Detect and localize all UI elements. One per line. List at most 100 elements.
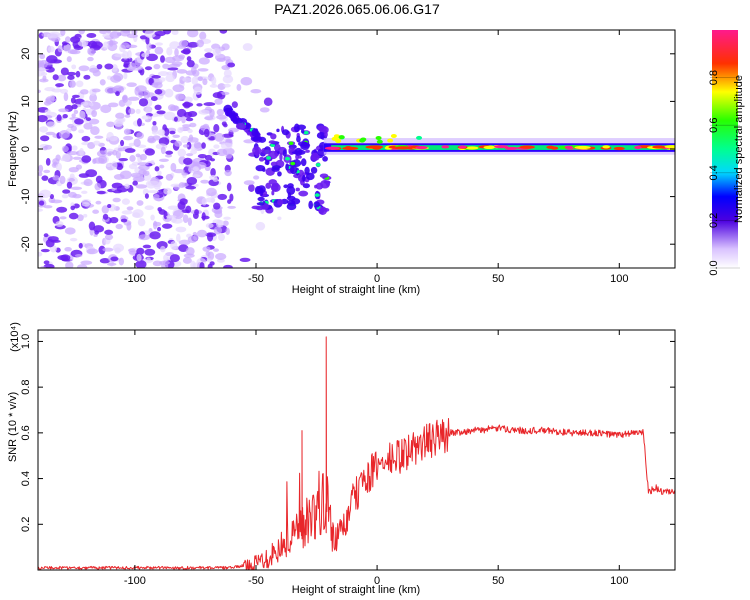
spectrogram-cell	[217, 220, 225, 228]
spectrogram-cell	[194, 209, 199, 216]
spectrogram-cell	[220, 91, 230, 96]
spectrogram-cell	[38, 200, 45, 206]
spectrogram-cell	[204, 52, 214, 59]
spectrogram-cell	[67, 49, 78, 55]
spectrogram-cell	[177, 201, 186, 210]
spectrogram-cell	[201, 142, 206, 149]
spectrogram-cell	[277, 198, 284, 206]
spectrogram-cell	[118, 157, 129, 162]
spectrogram-cell	[132, 180, 138, 186]
snr-frame	[37, 329, 676, 571]
spectrogram-cell	[173, 116, 178, 122]
spectrogram-cell	[70, 186, 83, 190]
spectrogram-region	[38, 30, 282, 268]
spectrogram-cell	[83, 178, 93, 187]
spectrogram-cell	[154, 46, 164, 55]
spectrogram-cell	[157, 170, 162, 176]
spectrogram-cell	[181, 172, 188, 176]
spectrogram-cell	[55, 83, 64, 88]
spectrogram-cell	[223, 56, 231, 61]
spectrogram-cell	[77, 264, 88, 268]
spectrogram-cell	[120, 139, 125, 147]
spectrogram-cell	[135, 260, 147, 268]
spectrogram-cell	[219, 30, 228, 34]
spectrogram-cell	[83, 74, 91, 80]
spectrogram-cell	[504, 146, 519, 151]
spectrogram-cell	[120, 42, 130, 50]
spectrogram-cell	[89, 102, 94, 107]
spectrogram-cell	[99, 79, 106, 86]
spectrogram-cell	[46, 121, 56, 128]
spectrogram-cell	[71, 64, 77, 70]
spectrogram-cell	[166, 214, 177, 219]
spectrogram-cell	[40, 248, 50, 253]
spectrogram-cell	[207, 232, 214, 242]
spectrogram-cell	[153, 221, 162, 227]
spectrogram-cell	[112, 149, 118, 156]
spectrogram-cell	[38, 164, 44, 173]
spectrogram-cell	[83, 122, 93, 130]
colorbar-gradient	[712, 30, 738, 268]
spectrogram-cell	[64, 227, 76, 235]
spectrogram-cell	[83, 213, 88, 218]
colorbar-tick-label: 0.0	[708, 260, 720, 275]
spectrogram-cell	[285, 163, 289, 171]
spectrogram-cell	[171, 30, 179, 36]
spectrogram-cell	[126, 222, 132, 231]
spectrogram-cell	[136, 247, 145, 255]
spectrogram-cell	[85, 117, 91, 122]
spectrogram-cell	[222, 75, 234, 84]
spectrogram-cell	[127, 57, 133, 63]
snr-y-tick-label: 0.8	[20, 379, 32, 394]
spectrogram-cell	[210, 168, 216, 177]
spectrogram-cell	[94, 135, 104, 139]
spectrogram-cell	[342, 146, 359, 151]
spectrogram-cell	[458, 145, 467, 149]
spectrogram-cell	[110, 75, 122, 83]
spectrogram-cell	[652, 145, 666, 149]
spectrogram-cell	[185, 247, 195, 256]
spectrogram-cell	[223, 216, 231, 220]
spectrogram-cell	[167, 67, 179, 71]
snr-x-tick-label: -50	[248, 575, 264, 587]
spectrogram-cell	[60, 67, 69, 76]
spectrogram-cell	[169, 130, 176, 135]
spectrogram-cell	[45, 158, 51, 166]
spectrogram-cell	[314, 184, 318, 189]
spectrogram-cell	[217, 233, 225, 242]
spectrogram-cell	[123, 72, 128, 80]
spectrogram-cell	[196, 103, 203, 107]
spectrogram-cell	[107, 203, 112, 209]
spectrogram-cell	[123, 128, 132, 136]
spectrogram-cell	[204, 116, 214, 121]
spectrogram-cell	[78, 65, 90, 72]
spectrogram-cell	[60, 30, 66, 36]
spectrogram-cell	[128, 142, 135, 147]
spectrogram-cell	[149, 231, 161, 240]
spectrogram-cell	[441, 145, 450, 149]
spectrogram-cell	[325, 180, 330, 187]
spectrogram-cell	[121, 57, 130, 63]
spectrogram-cell	[128, 108, 136, 115]
spectrogram-cell	[394, 146, 412, 150]
spectrogram-cell	[118, 257, 125, 266]
spectrogram-cell	[75, 80, 84, 88]
spectrogram-cell	[52, 158, 60, 165]
spectrogram-cell	[61, 194, 69, 199]
spectrogram-cell	[72, 193, 82, 199]
spectrogram-cell	[163, 111, 176, 121]
spectrogram-cell	[314, 193, 320, 197]
spectrogram-cell	[67, 74, 75, 81]
spectrogram-cell	[52, 74, 59, 81]
spectrogram-region	[251, 123, 332, 215]
spectrogram-cell	[67, 151, 79, 156]
spectrogram-cell	[177, 45, 187, 49]
spectrogram-cell	[72, 94, 80, 98]
spectrogram-cell	[315, 182, 324, 190]
spectrogram-cell	[165, 74, 176, 83]
spectrogram-cell	[62, 114, 68, 119]
spectrogram-cell	[68, 80, 76, 88]
spectrogram-cell	[333, 134, 340, 139]
spectrogram-cell	[286, 186, 296, 195]
snr-x-label: Height of straight line (km)	[292, 584, 420, 596]
